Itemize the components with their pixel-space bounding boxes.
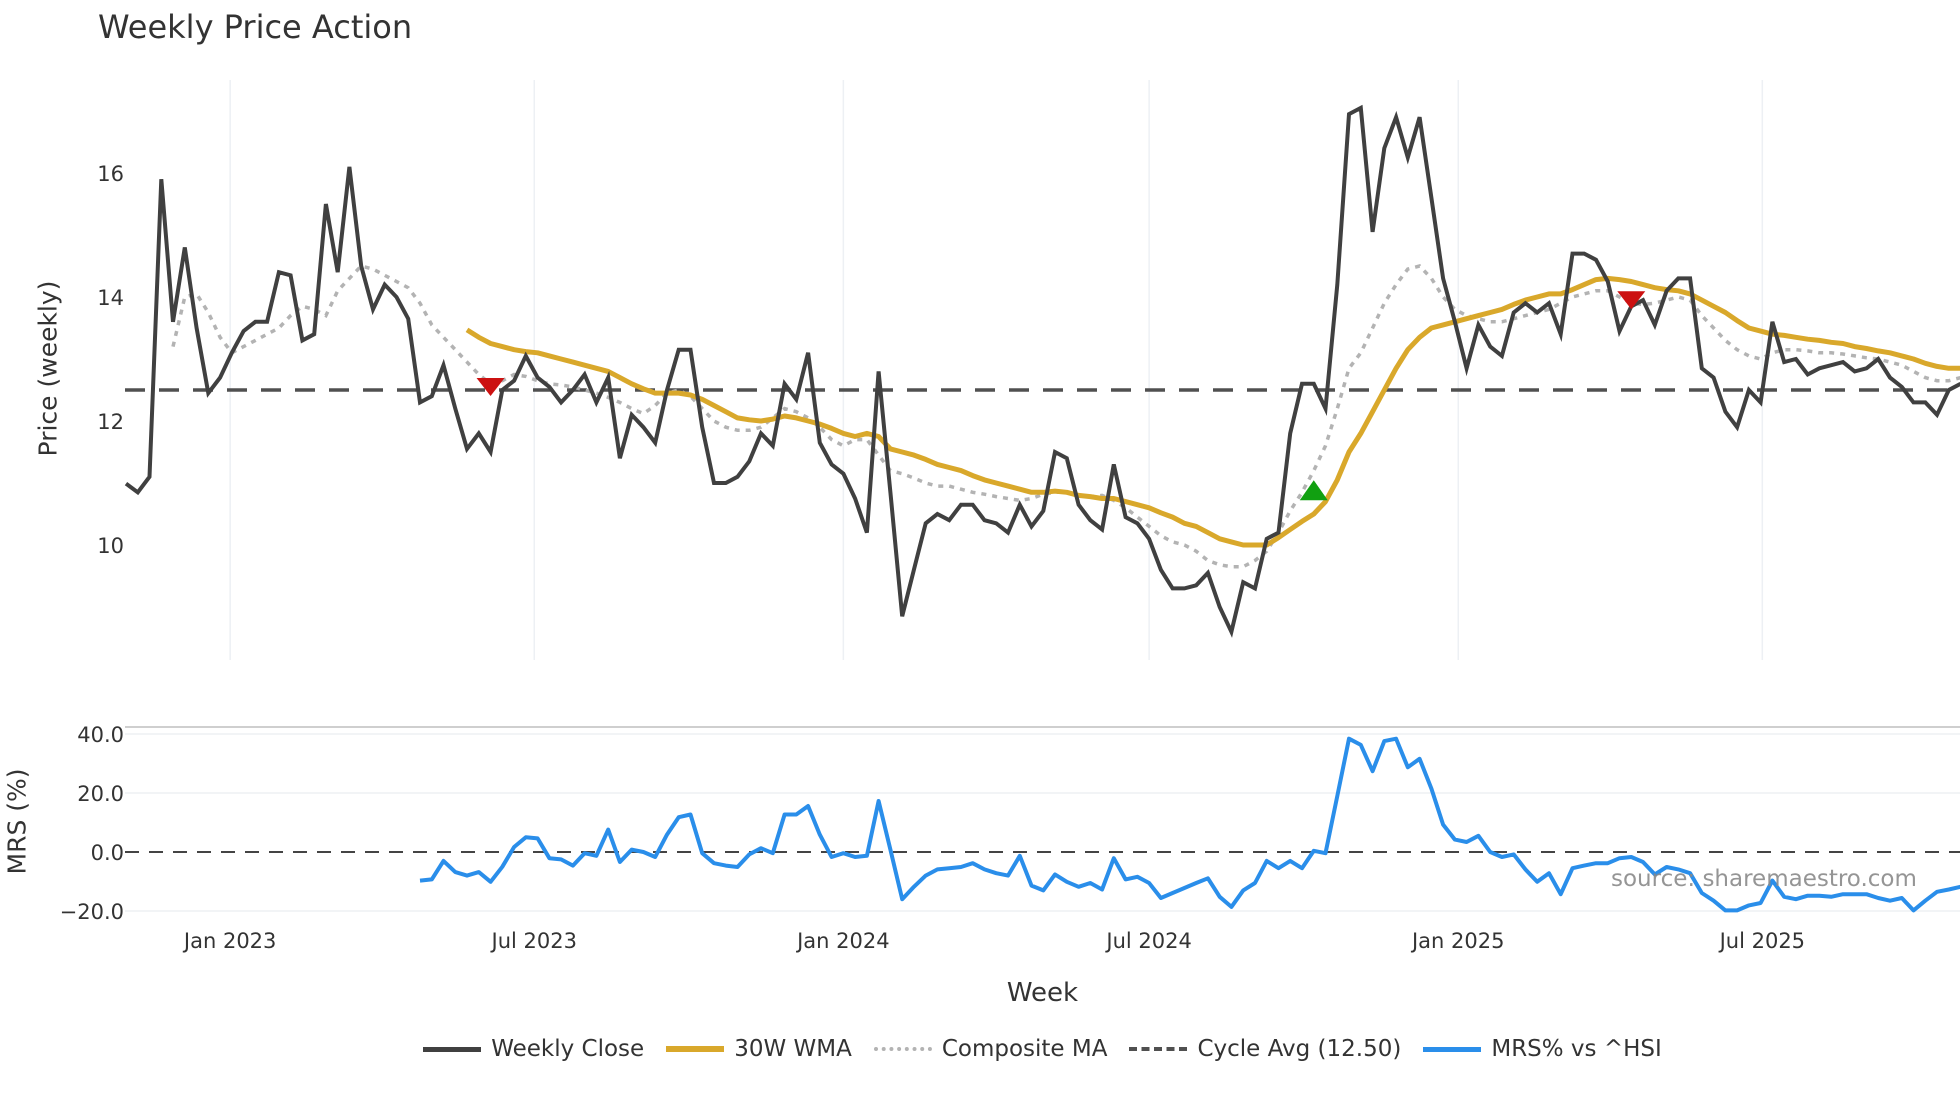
weekly-close-line	[124, 104, 1960, 638]
legend-swatch-wma	[666, 1046, 725, 1052]
mrs-line	[419, 736, 1960, 913]
legend-swatch-composite	[873, 1047, 932, 1051]
legend-label: 30W WMA	[734, 1036, 852, 1062]
mrs-y-tick-label: 20.0	[77, 782, 124, 806]
chart-title: Weekly Price Action	[98, 8, 413, 46]
sell-signal-marker	[1617, 291, 1646, 310]
mrs-axis-title: MRS (%)	[2, 768, 32, 875]
legend-item-30w-wma[interactable]: 30W WMA	[666, 1036, 852, 1062]
x-tick-label: Jan 2025	[1410, 929, 1505, 953]
x-tick-label: Jul 2024	[1104, 929, 1191, 953]
wma-30w-line	[465, 275, 1960, 548]
legend-item-mrs[interactable]: MRS% vs ^HSI	[1423, 1036, 1662, 1062]
mrs-y-tick-label: 0.0	[91, 841, 124, 865]
legend-swatch-mrs	[1423, 1046, 1482, 1052]
composite-ma-line	[171, 264, 1960, 569]
legend-item-cycle-avg[interactable]: Cycle Avg (12.50)	[1129, 1036, 1401, 1062]
legend-label: Composite MA	[941, 1036, 1108, 1062]
price-axis-title: Price (weekly)	[33, 280, 63, 457]
legend-item-composite-ma[interactable]: Composite MA	[873, 1036, 1108, 1062]
price-y-tick-label: 12	[97, 410, 124, 434]
x-tick-label: Jul 2025	[1718, 929, 1805, 953]
x-tick-label: Jan 2024	[795, 929, 890, 953]
legend-label: Cycle Avg (12.50)	[1197, 1036, 1402, 1062]
price-y-tick-label: 10	[97, 534, 124, 558]
x-tick-label: Jan 2023	[182, 929, 277, 953]
legend-label: MRS% vs ^HSI	[1491, 1036, 1662, 1062]
watermark: source: sharemaestro.com	[1611, 866, 1917, 892]
legend: Weekly Close 30W WMA Composite MA Cycle …	[0, 1036, 1960, 1062]
mrs-y-tick-label: 40.0	[77, 723, 124, 747]
legend-label: Weekly Close	[491, 1036, 645, 1062]
legend-swatch-close	[423, 1046, 482, 1052]
x-axis-title: Week	[1006, 978, 1079, 1008]
price-y-tick-label: 16	[97, 162, 124, 186]
price-y-tick-label: 14	[97, 286, 124, 310]
x-tick-label: Jul 2023	[490, 929, 577, 953]
buy-signal-marker	[1299, 480, 1328, 501]
legend-swatch-cycle	[1129, 1047, 1188, 1051]
legend-item-weekly-close[interactable]: Weekly Close	[423, 1036, 644, 1062]
sell-signal-marker	[476, 378, 505, 396]
mrs-y-tick-label: −20.0	[60, 900, 124, 924]
